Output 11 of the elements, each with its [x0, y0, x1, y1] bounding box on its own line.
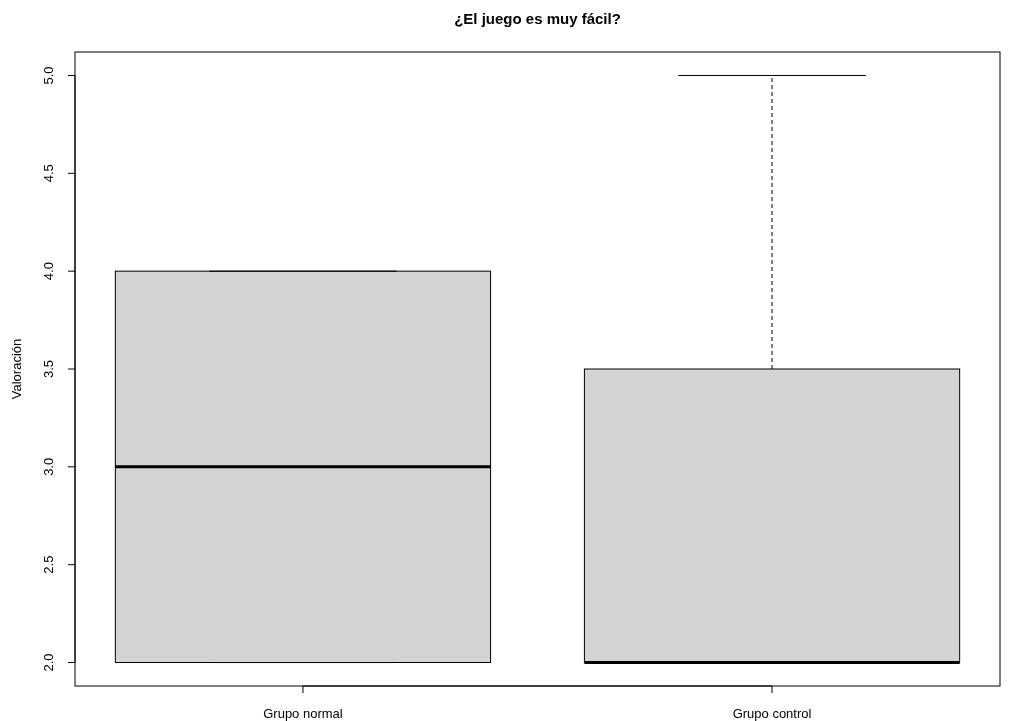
y-tick-label: 2.0: [41, 653, 57, 672]
y-tick-label: 4.0: [41, 262, 57, 281]
x-tick-label: Grupo normal: [263, 706, 343, 721]
y-axis-title: Valoración: [9, 338, 24, 400]
x-tick-label: Grupo control: [732, 706, 812, 721]
y-tick-label: 5.0: [41, 66, 57, 85]
y-tick-label: 4.5: [41, 164, 57, 183]
y-tick-label: 3.5: [41, 359, 57, 379]
y-tick-label: 3.0: [41, 457, 57, 476]
chart-title: ¿El juego es muy fácil?: [454, 10, 621, 27]
y-tick-label: 2.5: [41, 555, 57, 574]
